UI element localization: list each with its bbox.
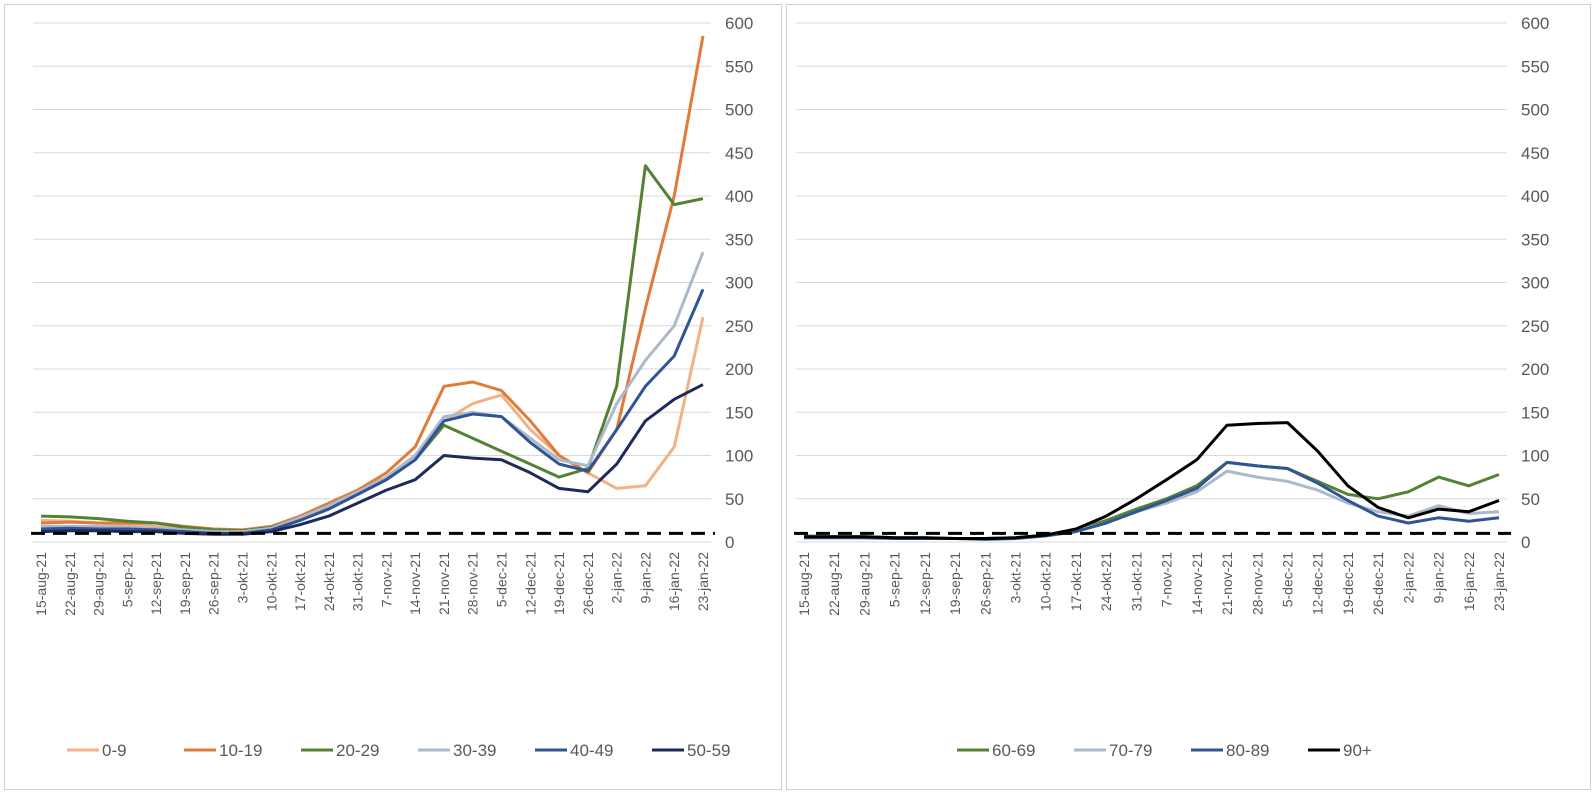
y-tick-label: 350 xyxy=(725,230,753,249)
x-tick-label: 28-nov-21 xyxy=(465,552,481,615)
y-tick-label: 300 xyxy=(1521,274,1549,293)
y-tick-label: 200 xyxy=(725,360,753,379)
x-tick-label: 12-dec-21 xyxy=(522,552,538,615)
series-line-90+ xyxy=(804,421,1500,540)
x-tick-label: 5-dec-21 xyxy=(1279,552,1295,607)
y-tick-label: 100 xyxy=(725,447,753,466)
x-tick-label: 26-sep-21 xyxy=(206,552,222,615)
x-tick-label: 3-okt-21 xyxy=(1008,552,1024,604)
chart-panel-left: 0 50 100 150 200 250 300 350 400 450 500 550 600 15-a… xyxy=(4,4,782,790)
x-tick-label: 23-jan-22 xyxy=(1491,552,1507,611)
legend-label: 50-59 xyxy=(687,741,730,760)
x-tick-label: 10-okt-21 xyxy=(1038,552,1054,611)
x-tick-label: 15-aug-21 xyxy=(33,552,49,616)
legend-label: 10-19 xyxy=(219,741,262,760)
x-tick-label: 5-dec-21 xyxy=(494,552,510,607)
x-tick-label: 31-okt-21 xyxy=(350,552,366,611)
y-tick-label: 250 xyxy=(1521,317,1549,336)
legend-label: 40-49 xyxy=(570,741,613,760)
y-tick-label: 100 xyxy=(1521,447,1549,466)
chart-panel-right: 0 50 100 150 200 250 300 350 400 450 500 550 600 15-a… xyxy=(786,4,1591,790)
y-tick-label: 550 xyxy=(1521,57,1549,76)
x-tick-label: 21-nov-21 xyxy=(1219,552,1235,615)
x-tick-label: 17-okt-21 xyxy=(1068,552,1084,611)
x-tick-label: 19-sep-21 xyxy=(177,552,193,615)
y-tick-label: 500 xyxy=(1521,101,1549,120)
x-tick-label: 31-okt-21 xyxy=(1128,552,1144,611)
x-tick-label: 10-okt-21 xyxy=(263,552,279,611)
x-tick-label: 7-nov-21 xyxy=(1159,552,1175,607)
y-tick-label: 250 xyxy=(725,317,753,336)
legend-label: 90+ xyxy=(1343,741,1372,760)
chart-right: 0 50 100 150 200 250 300 350 400 450 500 550 600 15-a… xyxy=(794,14,1549,760)
x-tick-label: 9-jan-22 xyxy=(637,552,653,604)
x-tick-label: 19-dec-21 xyxy=(1340,552,1356,615)
series-line-50-59 xyxy=(40,383,704,536)
x-tick-label: 3-okt-21 xyxy=(234,552,250,604)
legend-label: 30-39 xyxy=(453,741,496,760)
legend-label: 0-9 xyxy=(102,741,127,760)
y-tick-label: 450 xyxy=(1521,144,1549,163)
x-tick-label: 21-nov-21 xyxy=(436,552,452,615)
x-tick-label: 16-jan-22 xyxy=(666,552,682,611)
y-tick-label: 150 xyxy=(725,403,753,422)
x-tick-label: 26-dec-21 xyxy=(1370,552,1386,615)
x-tick-label: 5-sep-21 xyxy=(887,552,903,607)
x-tick-label: 23-jan-22 xyxy=(695,552,711,611)
legend-label: 80-89 xyxy=(1226,741,1269,760)
x-tick-label: 24-okt-21 xyxy=(1098,552,1114,611)
chart-left: 0 50 100 150 200 250 300 350 400 450 500 550 600 15-a… xyxy=(31,14,753,760)
x-tick-label: 9-jan-22 xyxy=(1431,552,1447,604)
y-tick-label: 600 xyxy=(1521,14,1549,33)
y-tick-label: 350 xyxy=(1521,230,1549,249)
x-tick-label: 14-nov-21 xyxy=(407,552,423,615)
x-tick-label: 22-aug-21 xyxy=(826,552,842,616)
x-tick-label: 2-jan-22 xyxy=(1400,552,1416,604)
x-tick-label: 5-sep-21 xyxy=(119,552,135,607)
x-tick-label: 19-dec-21 xyxy=(551,552,567,615)
legend-label: 20-29 xyxy=(336,741,379,760)
series-line-30-39 xyxy=(41,251,705,534)
x-tick-label: 22-aug-21 xyxy=(62,552,78,616)
y-tick-label: 0 xyxy=(725,533,734,552)
series-line-80-89 xyxy=(804,460,1500,541)
y-tick-label: 550 xyxy=(725,57,753,76)
x-tick-label: 24-okt-21 xyxy=(321,552,337,611)
x-tick-label: 17-okt-21 xyxy=(292,552,308,611)
x-tick-label: 26-sep-21 xyxy=(977,552,993,615)
y-tick-label: 450 xyxy=(725,144,753,163)
y-tick-label: 50 xyxy=(725,490,744,509)
y-tick-label: 300 xyxy=(725,274,753,293)
x-tick-label: 14-nov-21 xyxy=(1189,552,1205,615)
y-tick-label: 150 xyxy=(1521,403,1549,422)
x-tick-label: 26-dec-21 xyxy=(580,552,596,615)
x-tick-label: 16-jan-22 xyxy=(1461,552,1477,611)
y-tick-label: 200 xyxy=(1521,360,1549,379)
x-tick-label: 12-dec-21 xyxy=(1310,552,1326,615)
x-tick-label: 28-nov-21 xyxy=(1249,552,1265,615)
y-tick-label: 400 xyxy=(725,187,753,206)
y-tick-label: 50 xyxy=(1521,490,1540,509)
y-tick-label: 600 xyxy=(725,14,753,33)
y-tick-label: 0 xyxy=(1521,533,1530,552)
x-tick-label: 7-nov-21 xyxy=(378,552,394,607)
legend-label: 60-69 xyxy=(992,741,1035,760)
series-line-40-49 xyxy=(40,288,705,535)
y-tick-label: 500 xyxy=(725,101,753,120)
x-tick-label: 19-sep-21 xyxy=(947,552,963,615)
x-tick-label: 12-sep-21 xyxy=(917,552,933,615)
x-tick-label: 29-aug-21 xyxy=(91,552,107,616)
x-tick-label: 29-aug-21 xyxy=(856,552,872,616)
y-tick-label: 400 xyxy=(1521,187,1549,206)
series-line-60-69 xyxy=(803,460,1500,540)
x-tick-label: 12-sep-21 xyxy=(148,552,164,615)
x-tick-label: 2-jan-22 xyxy=(609,552,625,604)
x-tick-label: 15-aug-21 xyxy=(796,552,812,616)
legend-label: 70-79 xyxy=(1109,741,1152,760)
